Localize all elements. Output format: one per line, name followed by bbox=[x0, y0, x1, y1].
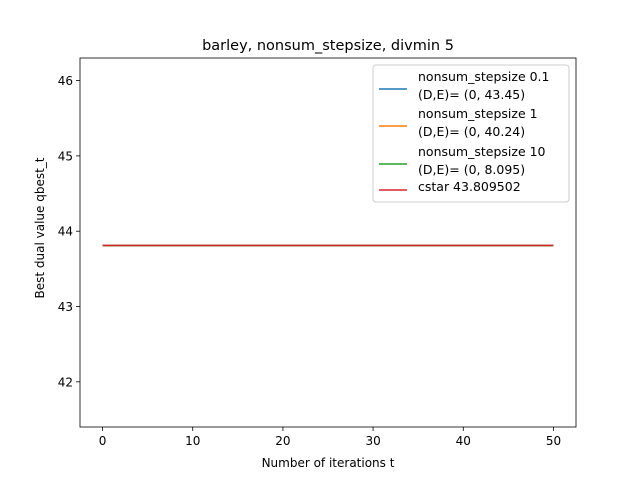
y-tick-label: 44 bbox=[58, 225, 73, 239]
legend-label-3: (D,E)= (0, 8.095) bbox=[418, 162, 525, 177]
x-axis-label: Number of iterations t bbox=[262, 456, 395, 470]
legend-label-4: cstar 43.809502 bbox=[418, 179, 521, 194]
x-tick-label: 0 bbox=[99, 434, 107, 448]
legend-box bbox=[372, 64, 570, 203]
x-tick-label: 30 bbox=[365, 434, 380, 448]
legend-label-1: nonsum_stepsize 0.1 bbox=[418, 69, 549, 84]
y-tick-label: 45 bbox=[58, 149, 73, 163]
x-tick-label: 50 bbox=[546, 434, 561, 448]
y-tick-label: 42 bbox=[58, 375, 73, 389]
legend-label-1: (D,E)= (0, 43.45) bbox=[418, 87, 525, 102]
legend-label-2: nonsum_stepsize 1 bbox=[418, 106, 538, 121]
y-tick-label: 46 bbox=[58, 74, 73, 88]
legend-label-2: (D,E)= (0, 40.24) bbox=[418, 124, 525, 139]
x-tick-label: 20 bbox=[275, 434, 290, 448]
axes: 0 10 20 30 40 50 42 43 44 45 46 bbox=[58, 74, 561, 448]
y-axis-label: Best dual value qbest_t bbox=[33, 157, 47, 298]
x-tick-label: 10 bbox=[185, 434, 200, 448]
y-tick-label: 43 bbox=[58, 300, 73, 314]
legend-label-3: nonsum_stepsize 10 bbox=[418, 144, 546, 159]
axes-spines bbox=[79, 57, 577, 428]
chart-title: barley, nonsum_stepsize, divmin 5 bbox=[202, 38, 454, 54]
legend: nonsum_stepsize 0.1 (D,E)= (0, 43.45) nons… bbox=[372, 64, 570, 203]
axes-frame bbox=[79, 57, 577, 428]
x-tick-label: 40 bbox=[456, 434, 471, 448]
